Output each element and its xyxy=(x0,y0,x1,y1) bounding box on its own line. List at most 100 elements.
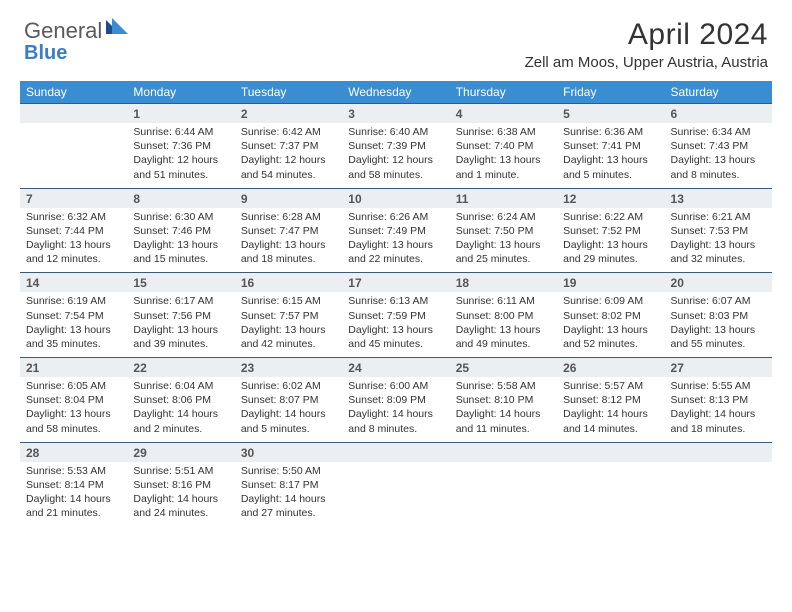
daylight-line: Daylight: 13 hours and 52 minutes. xyxy=(563,323,658,351)
day-data-cell xyxy=(665,462,772,527)
day-number-cell: 16 xyxy=(235,273,342,293)
sunrise-line: Sunrise: 5:51 AM xyxy=(133,464,228,478)
daylight-line: Daylight: 13 hours and 58 minutes. xyxy=(26,407,121,435)
day-number-cell: 29 xyxy=(127,442,234,462)
sunrise-line: Sunrise: 6:22 AM xyxy=(563,210,658,224)
sunrise-line: Sunrise: 6:28 AM xyxy=(241,210,336,224)
day-data-cell: Sunrise: 5:50 AMSunset: 8:17 PMDaylight:… xyxy=(235,462,342,527)
day-number-cell: 15 xyxy=(127,273,234,293)
day-number-cell: 21 xyxy=(20,358,127,378)
daylight-line: Daylight: 13 hours and 29 minutes. xyxy=(563,238,658,266)
daylight-line: Daylight: 14 hours and 5 minutes. xyxy=(241,407,336,435)
day-data-cell: Sunrise: 5:51 AMSunset: 8:16 PMDaylight:… xyxy=(127,462,234,527)
daylight-line: Daylight: 13 hours and 22 minutes. xyxy=(348,238,443,266)
day-number-cell: 7 xyxy=(20,188,127,208)
day-of-week-header: Sunday xyxy=(20,81,127,104)
week-daynum-row: 282930 xyxy=(20,442,772,462)
sunset-line: Sunset: 8:00 PM xyxy=(456,309,551,323)
sunrise-line: Sunrise: 6:40 AM xyxy=(348,125,443,139)
day-data-cell: Sunrise: 6:38 AMSunset: 7:40 PMDaylight:… xyxy=(450,123,557,188)
daylight-line: Daylight: 14 hours and 2 minutes. xyxy=(133,407,228,435)
brand-part1: General xyxy=(24,18,102,44)
daylight-line: Daylight: 13 hours and 5 minutes. xyxy=(563,153,658,181)
sunrise-line: Sunrise: 6:15 AM xyxy=(241,294,336,308)
day-data-cell: Sunrise: 6:04 AMSunset: 8:06 PMDaylight:… xyxy=(127,377,234,442)
sunrise-line: Sunrise: 5:50 AM xyxy=(241,464,336,478)
sunset-line: Sunset: 8:17 PM xyxy=(241,478,336,492)
sunrise-line: Sunrise: 6:26 AM xyxy=(348,210,443,224)
day-number-cell: 20 xyxy=(665,273,772,293)
day-number-cell xyxy=(450,442,557,462)
day-number-cell: 25 xyxy=(450,358,557,378)
day-data-cell: Sunrise: 6:19 AMSunset: 7:54 PMDaylight:… xyxy=(20,292,127,357)
month-title: April 2024 xyxy=(525,18,768,52)
daylight-line: Daylight: 13 hours and 39 minutes. xyxy=(133,323,228,351)
day-data-cell: Sunrise: 6:21 AMSunset: 7:53 PMDaylight:… xyxy=(665,208,772,273)
sunset-line: Sunset: 7:59 PM xyxy=(348,309,443,323)
day-number-cell: 30 xyxy=(235,442,342,462)
daylight-line: Daylight: 14 hours and 14 minutes. xyxy=(563,407,658,435)
week-data-row: Sunrise: 6:19 AMSunset: 7:54 PMDaylight:… xyxy=(20,292,772,357)
sunset-line: Sunset: 7:50 PM xyxy=(456,224,551,238)
day-data-cell: Sunrise: 5:57 AMSunset: 8:12 PMDaylight:… xyxy=(557,377,664,442)
day-data-cell: Sunrise: 5:55 AMSunset: 8:13 PMDaylight:… xyxy=(665,377,772,442)
week-data-row: Sunrise: 6:05 AMSunset: 8:04 PMDaylight:… xyxy=(20,377,772,442)
day-data-cell: Sunrise: 6:05 AMSunset: 8:04 PMDaylight:… xyxy=(20,377,127,442)
day-data-cell: Sunrise: 6:13 AMSunset: 7:59 PMDaylight:… xyxy=(342,292,449,357)
sunset-line: Sunset: 8:06 PM xyxy=(133,393,228,407)
sunrise-line: Sunrise: 6:32 AM xyxy=(26,210,121,224)
week-data-row: Sunrise: 5:53 AMSunset: 8:14 PMDaylight:… xyxy=(20,462,772,527)
day-number-cell: 27 xyxy=(665,358,772,378)
daylight-line: Daylight: 13 hours and 42 minutes. xyxy=(241,323,336,351)
day-data-cell: Sunrise: 6:42 AMSunset: 7:37 PMDaylight:… xyxy=(235,123,342,188)
daylight-line: Daylight: 13 hours and 1 minute. xyxy=(456,153,551,181)
daylight-line: Daylight: 14 hours and 11 minutes. xyxy=(456,407,551,435)
day-data-cell: Sunrise: 6:30 AMSunset: 7:46 PMDaylight:… xyxy=(127,208,234,273)
day-number-cell: 6 xyxy=(665,104,772,124)
day-data-cell: Sunrise: 5:58 AMSunset: 8:10 PMDaylight:… xyxy=(450,377,557,442)
sunset-line: Sunset: 8:09 PM xyxy=(348,393,443,407)
sunrise-line: Sunrise: 5:53 AM xyxy=(26,464,121,478)
location-subtitle: Zell am Moos, Upper Austria, Austria xyxy=(525,54,768,71)
week-daynum-row: 14151617181920 xyxy=(20,273,772,293)
sunrise-line: Sunrise: 6:05 AM xyxy=(26,379,121,393)
sunrise-line: Sunrise: 6:07 AM xyxy=(671,294,766,308)
brand-logo-line2: Blue xyxy=(24,42,67,65)
day-data-cell xyxy=(20,123,127,188)
sunrise-line: Sunrise: 6:17 AM xyxy=(133,294,228,308)
sunset-line: Sunset: 7:57 PM xyxy=(241,309,336,323)
day-data-cell xyxy=(557,462,664,527)
day-number-cell: 10 xyxy=(342,188,449,208)
daylight-line: Daylight: 12 hours and 54 minutes. xyxy=(241,153,336,181)
daylight-line: Daylight: 13 hours and 8 minutes. xyxy=(671,153,766,181)
daylight-line: Daylight: 13 hours and 45 minutes. xyxy=(348,323,443,351)
day-number-cell: 8 xyxy=(127,188,234,208)
brand-logo: General xyxy=(24,18,130,44)
day-data-cell: Sunrise: 6:36 AMSunset: 7:41 PMDaylight:… xyxy=(557,123,664,188)
sunset-line: Sunset: 8:13 PM xyxy=(671,393,766,407)
daylight-line: Daylight: 12 hours and 58 minutes. xyxy=(348,153,443,181)
day-number-cell: 26 xyxy=(557,358,664,378)
day-of-week-header: Friday xyxy=(557,81,664,104)
sunset-line: Sunset: 8:16 PM xyxy=(133,478,228,492)
day-data-cell xyxy=(450,462,557,527)
day-data-cell: Sunrise: 6:34 AMSunset: 7:43 PMDaylight:… xyxy=(665,123,772,188)
week-daynum-row: 123456 xyxy=(20,104,772,124)
sunrise-line: Sunrise: 6:11 AM xyxy=(456,294,551,308)
sunrise-line: Sunrise: 6:09 AM xyxy=(563,294,658,308)
sunrise-line: Sunrise: 6:36 AM xyxy=(563,125,658,139)
day-number-cell: 18 xyxy=(450,273,557,293)
day-number-cell: 9 xyxy=(235,188,342,208)
sunrise-line: Sunrise: 5:58 AM xyxy=(456,379,551,393)
day-number-cell: 5 xyxy=(557,104,664,124)
sunrise-line: Sunrise: 6:42 AM xyxy=(241,125,336,139)
sunset-line: Sunset: 8:03 PM xyxy=(671,309,766,323)
sunset-line: Sunset: 7:39 PM xyxy=(348,139,443,153)
daylight-line: Daylight: 13 hours and 25 minutes. xyxy=(456,238,551,266)
sunrise-line: Sunrise: 5:57 AM xyxy=(563,379,658,393)
daylight-line: Daylight: 14 hours and 18 minutes. xyxy=(671,407,766,435)
sunset-line: Sunset: 7:54 PM xyxy=(26,309,121,323)
sunset-line: Sunset: 7:47 PM xyxy=(241,224,336,238)
daylight-line: Daylight: 14 hours and 24 minutes. xyxy=(133,492,228,520)
day-of-week-header: Wednesday xyxy=(342,81,449,104)
